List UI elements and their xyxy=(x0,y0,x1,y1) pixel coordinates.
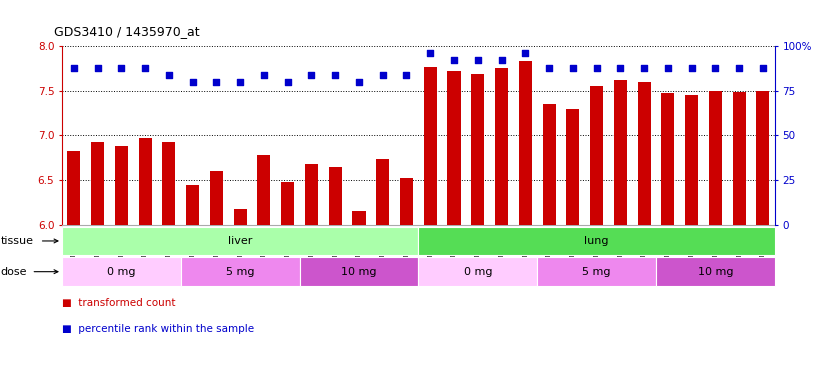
Point xyxy=(67,65,80,71)
Bar xyxy=(376,159,389,225)
Text: dose: dose xyxy=(1,266,27,277)
Point xyxy=(448,57,461,63)
Bar xyxy=(590,86,603,225)
Point xyxy=(519,50,532,56)
Bar xyxy=(139,138,152,225)
Bar xyxy=(186,185,199,225)
Point xyxy=(115,65,128,71)
Point xyxy=(305,71,318,78)
Bar xyxy=(67,151,80,225)
Bar xyxy=(614,80,627,225)
Bar xyxy=(234,209,247,225)
Point xyxy=(757,65,770,71)
Bar xyxy=(662,93,674,225)
Bar xyxy=(733,92,746,225)
Text: 5 mg: 5 mg xyxy=(225,266,254,277)
Bar xyxy=(567,109,579,225)
Text: lung: lung xyxy=(584,236,609,246)
Text: tissue: tissue xyxy=(1,236,34,246)
Bar xyxy=(472,74,484,225)
Point xyxy=(614,65,627,71)
Point xyxy=(353,79,366,85)
Point xyxy=(91,65,104,71)
Point xyxy=(543,65,556,71)
Text: 10 mg: 10 mg xyxy=(698,266,733,277)
Point xyxy=(733,65,746,71)
Text: 5 mg: 5 mg xyxy=(582,266,611,277)
Bar xyxy=(685,95,698,225)
Text: ■  percentile rank within the sample: ■ percentile rank within the sample xyxy=(62,324,254,334)
Bar xyxy=(424,66,437,225)
Bar xyxy=(757,91,770,225)
Point xyxy=(638,65,651,71)
Bar xyxy=(353,211,365,225)
Point xyxy=(566,65,579,71)
Bar xyxy=(543,104,556,225)
Point xyxy=(210,79,223,85)
Bar xyxy=(210,171,223,225)
Point xyxy=(709,65,722,71)
Bar xyxy=(281,182,294,225)
Bar xyxy=(163,142,175,225)
Bar xyxy=(638,82,651,225)
Point xyxy=(495,57,508,63)
Text: 10 mg: 10 mg xyxy=(341,266,377,277)
Point xyxy=(186,79,199,85)
Point xyxy=(281,79,294,85)
Bar xyxy=(519,61,532,225)
Point xyxy=(258,71,271,78)
Bar xyxy=(305,164,318,225)
Text: 0 mg: 0 mg xyxy=(463,266,492,277)
Text: 0 mg: 0 mg xyxy=(107,266,135,277)
Bar xyxy=(400,178,413,225)
Point xyxy=(376,71,389,78)
Bar xyxy=(258,155,270,225)
Text: GDS3410 / 1435970_at: GDS3410 / 1435970_at xyxy=(54,25,199,38)
Text: liver: liver xyxy=(228,236,253,246)
Point xyxy=(139,65,152,71)
Bar xyxy=(448,71,461,225)
Point xyxy=(424,50,437,56)
Point xyxy=(400,71,413,78)
Point xyxy=(662,65,675,71)
Point xyxy=(162,71,175,78)
Bar xyxy=(495,68,508,225)
Point xyxy=(471,57,484,63)
Point xyxy=(329,71,342,78)
Point xyxy=(234,79,247,85)
Point xyxy=(685,65,698,71)
Bar xyxy=(115,146,128,225)
Bar xyxy=(91,142,104,225)
Bar xyxy=(709,91,722,225)
Bar xyxy=(329,167,342,225)
Point xyxy=(590,65,603,71)
Text: ■  transformed count: ■ transformed count xyxy=(62,298,175,308)
